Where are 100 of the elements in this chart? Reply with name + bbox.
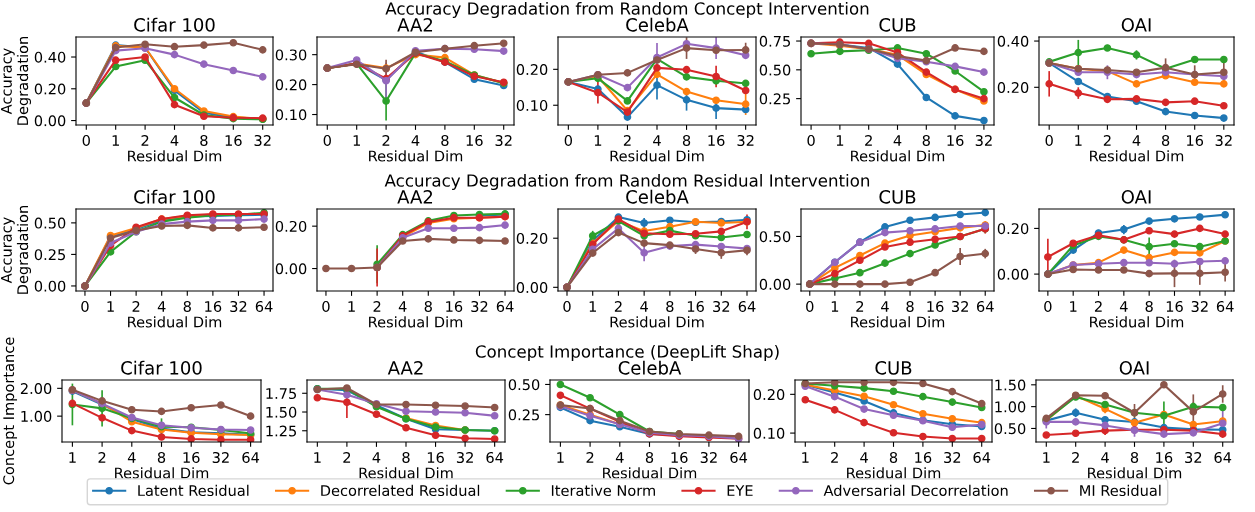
x-tick-label: 2 <box>614 300 622 312</box>
y-tick-label: 0.50 <box>994 423 1026 435</box>
x-axis-title: Residual Dim <box>369 150 463 162</box>
y-tick-label: 0.10 <box>516 99 548 111</box>
chart-title: OAI <box>1119 361 1149 375</box>
x-tick-label: 32 <box>975 134 992 147</box>
x-axis-title: Residual Dim <box>115 467 209 479</box>
legend-label: Decorrelated Residual <box>321 484 480 497</box>
x-tick-label: 0 <box>81 300 89 313</box>
x-tick-label: 0 <box>1044 300 1052 313</box>
x-tick-label: 4 <box>170 135 179 146</box>
x-tick-label: 2 <box>1094 300 1102 312</box>
y-tick-label: 0.20 <box>275 79 307 91</box>
y-tick-label: 0.50 <box>759 231 791 243</box>
x-tick-label: 32 <box>471 300 488 313</box>
y-tick-label: 2.00 <box>20 383 52 395</box>
chart-title: AA2 <box>387 361 423 375</box>
x-tick-label: 8 <box>666 300 674 313</box>
x-tick-label: 8 <box>682 134 691 147</box>
x-tick-label: 0 <box>564 134 573 147</box>
x-tick-label: 4 <box>398 301 407 312</box>
x-tick-label: 16 <box>708 134 725 147</box>
x-tick-label: 8 <box>889 451 898 464</box>
y-tick-label: 0.00 <box>997 268 1029 280</box>
y-tick-label: 1.25 <box>266 425 296 437</box>
x-tick-label: 16 <box>205 300 222 313</box>
y-tick-label: 1.50 <box>995 379 1026 391</box>
chart-title: OAI <box>1121 190 1151 204</box>
x-tick-label: 8 <box>441 134 449 147</box>
x-axis-title: Residual Dim <box>851 150 945 162</box>
y-tick-label: 0.20 <box>997 82 1029 94</box>
x-tick-label: 64 <box>486 451 504 464</box>
x-tick-label: 16 <box>427 451 444 464</box>
x-tick-label: 64 <box>496 300 514 313</box>
x-tick-label: 4 <box>881 301 889 312</box>
chart-title: CelebA <box>626 17 689 32</box>
x-axis-title: Residual Dim <box>1088 467 1182 479</box>
x-tick-label: 64 <box>730 451 748 464</box>
y-tick-label: 0.10 <box>275 109 307 121</box>
x-tick-label: 1 <box>314 452 321 463</box>
x-axis-title: Residual Dim <box>610 316 704 328</box>
legend-label: Latent Residual <box>138 484 249 497</box>
x-tick-label: 16 <box>671 451 688 464</box>
chart-title: Cifar 100 <box>134 189 215 204</box>
x-axis-title: Residual Dim <box>359 467 453 479</box>
y-tick-label: 0.40 <box>34 51 66 63</box>
x-tick-label: 1 <box>802 452 809 463</box>
x-tick-label: 1 <box>1043 452 1050 463</box>
x-tick-label: 4 <box>653 135 661 146</box>
x-tick-label: 4 <box>411 135 420 146</box>
x-tick-label: 8 <box>1130 451 1139 464</box>
x-tick-label: 2 <box>1103 134 1111 146</box>
chart-title: CelebA <box>618 360 682 375</box>
y-tick-label: 0.40 <box>997 35 1029 47</box>
x-tick-label: 32 <box>737 134 754 147</box>
x-tick-label: 16 <box>466 134 483 147</box>
x-tick-label: 4 <box>1101 452 1109 463</box>
x-tick-label: 8 <box>922 134 930 147</box>
y-tick-label: 0.20 <box>275 220 307 232</box>
y-tick-label: 0.00 <box>275 263 307 275</box>
x-tick-label: 32 <box>1215 134 1232 147</box>
x-tick-label: 4 <box>1119 301 1128 312</box>
y-tick-label: 0.50 <box>759 64 791 76</box>
y-tick-label: 0.20 <box>997 223 1029 235</box>
y-tick-label: 0.20 <box>516 64 548 76</box>
x-tick-label: 2 <box>98 451 106 463</box>
x-tick-label: 4 <box>893 135 902 146</box>
x-tick-label: 1 <box>107 301 114 312</box>
x-tick-label: 32 <box>1191 300 1208 313</box>
x-tick-label: 32 <box>254 134 271 147</box>
x-tick-label: 32 <box>230 300 247 313</box>
x-tick-label: 1 <box>353 135 360 146</box>
x-tick-label: 64 <box>738 300 756 313</box>
x-axis-title: Residual Dim <box>128 150 222 162</box>
x-tick-label: 4 <box>615 452 624 463</box>
x-tick-label: 16 <box>446 300 463 313</box>
x-tick-label: 2 <box>382 134 390 146</box>
x-tick-label: 2 <box>831 451 838 463</box>
x-tick-label: 2 <box>1072 451 1079 463</box>
x-tick-label: 16 <box>915 451 932 464</box>
y-tick-label: 0.25 <box>34 249 65 261</box>
y-axis-title: Accuracy Degradation <box>1 36 32 125</box>
x-tick-label: 4 <box>127 452 136 463</box>
y-tick-label: 0.25 <box>508 409 539 421</box>
x-tick-label: 16 <box>225 134 242 147</box>
y-tick-label: 1.50 <box>266 406 297 418</box>
x-tick-label: 16 <box>183 451 200 464</box>
x-tick-label: 2 <box>343 451 351 463</box>
chart-title: CUB <box>879 190 916 204</box>
x-tick-label: 2 <box>586 451 594 463</box>
legend-label: Adversarial Decorrelation <box>823 484 1008 497</box>
y-tick-label: 0.10 <box>753 427 785 439</box>
y-tick-label: 0.00 <box>34 115 66 127</box>
chart-title: Cifar 100 <box>134 17 215 32</box>
x-tick-label: 2 <box>373 300 381 312</box>
x-tick-label: 32 <box>713 300 730 313</box>
x-tick-label: 32 <box>700 451 717 464</box>
y-axis-title: Concept Importance <box>3 337 18 485</box>
y-tick-label: 0.50 <box>508 379 540 391</box>
y-tick-label: 0.30 <box>275 49 307 61</box>
